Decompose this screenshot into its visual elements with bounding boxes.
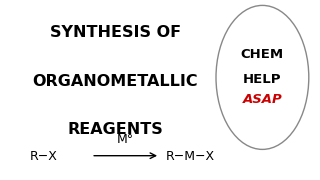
Text: ORGANOMETALLIC: ORGANOMETALLIC [32,73,198,89]
Text: R−M−X: R−M−X [166,150,215,163]
Text: M°: M° [117,133,134,146]
Text: REAGENTS: REAGENTS [67,122,163,137]
Ellipse shape [216,5,309,149]
Text: R−X: R−X [29,150,57,163]
Text: HELP: HELP [243,73,282,86]
Text: CHEM: CHEM [241,48,284,60]
Text: ASAP: ASAP [243,93,282,105]
Text: SYNTHESIS OF: SYNTHESIS OF [50,25,181,40]
